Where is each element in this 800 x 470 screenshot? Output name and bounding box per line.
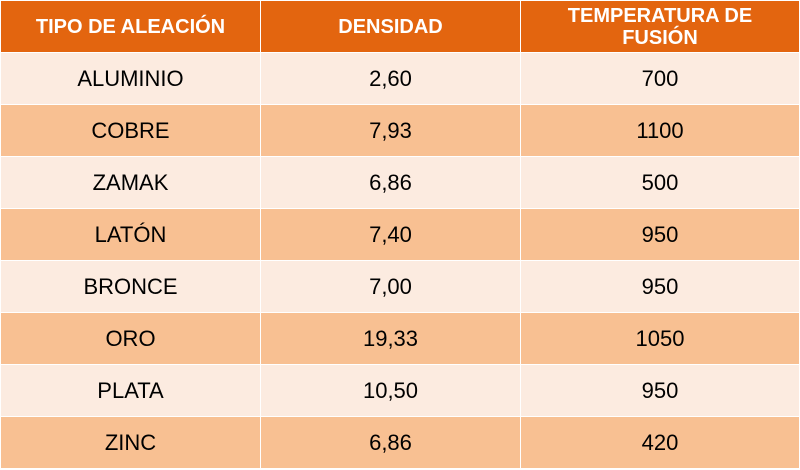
alloy-type-cell: ALUMINIO — [1, 53, 261, 105]
density-cell: 2,60 — [261, 53, 521, 105]
column-header-alloy-type: TIPO DE ALEACIÓN — [1, 1, 261, 53]
melting-temperature-cell: 420 — [521, 417, 799, 469]
column-header-density: DENSIDAD — [261, 1, 521, 53]
alloy-type-cell: PLATA — [1, 365, 261, 417]
melting-temperature-cell: 950 — [521, 261, 799, 313]
density-cell: 19,33 — [261, 313, 521, 365]
alloy-type-cell: ZAMAK — [1, 157, 261, 209]
melting-temperature-cell: 950 — [521, 365, 799, 417]
alloy-type-cell: ZINC — [1, 417, 261, 469]
density-cell: 7,40 — [261, 209, 521, 261]
melting-temperature-cell: 950 — [521, 209, 799, 261]
melting-temperature-cell: 1050 — [521, 313, 799, 365]
alloy-type-cell: ORO — [1, 313, 261, 365]
density-cell: 6,86 — [261, 157, 521, 209]
density-cell: 7,00 — [261, 261, 521, 313]
melting-temperature-cell: 1100 — [521, 105, 799, 157]
density-cell: 7,93 — [261, 105, 521, 157]
alloy-type-cell: BRONCE — [1, 261, 261, 313]
alloy-type-cell: COBRE — [1, 105, 261, 157]
melting-temperature-cell: 500 — [521, 157, 799, 209]
melting-temperature-cell: 700 — [521, 53, 799, 105]
density-cell: 10,50 — [261, 365, 521, 417]
alloy-type-cell: LATÓN — [1, 209, 261, 261]
column-header-melting-temperature: TEMPERATURA DE FUSIÓN — [521, 1, 799, 53]
density-cell: 6,86 — [261, 417, 521, 469]
